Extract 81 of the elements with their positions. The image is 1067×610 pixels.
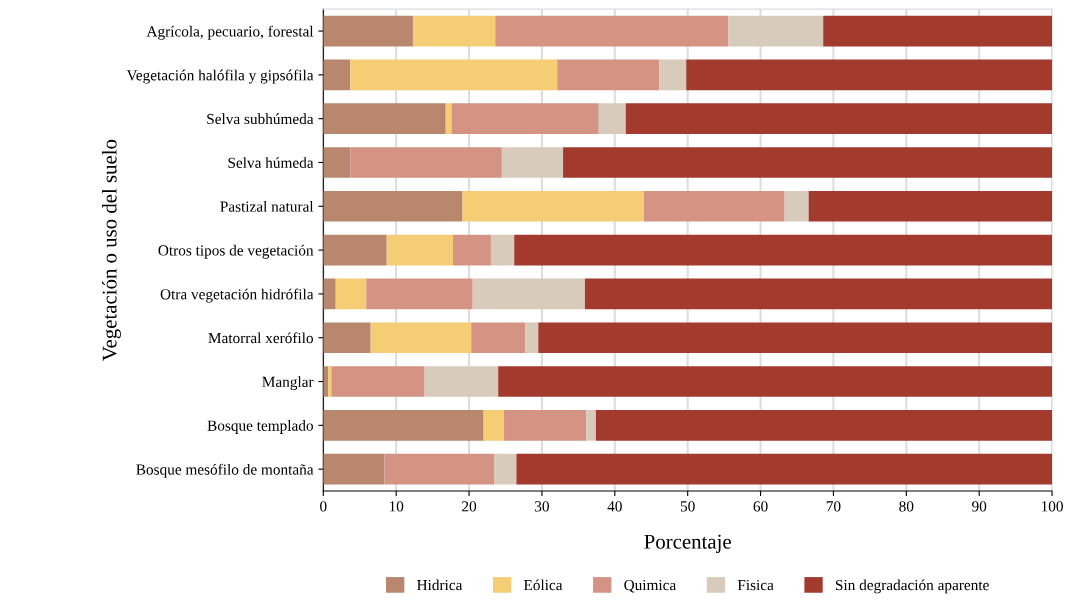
x-tick-label: 40 bbox=[607, 501, 622, 512]
bar bbox=[323, 234, 387, 266]
bar bbox=[490, 234, 515, 266]
bar bbox=[323, 147, 351, 178]
x-tick-label: 80 bbox=[899, 501, 914, 512]
bar bbox=[472, 278, 585, 310]
bar bbox=[728, 15, 824, 47]
x-axis-title: Porcentaje bbox=[644, 534, 731, 553]
bar bbox=[445, 103, 452, 135]
legend-label: Quimica bbox=[624, 579, 677, 593]
bar bbox=[323, 410, 484, 441]
bar bbox=[525, 322, 539, 354]
bar bbox=[386, 234, 454, 266]
legend-label: Eólica bbox=[523, 579, 563, 591]
y-tick-label: Otros tipos de vegetación bbox=[158, 244, 314, 259]
bar bbox=[323, 103, 446, 135]
bar bbox=[595, 410, 1053, 441]
bar bbox=[538, 322, 1053, 354]
bar bbox=[808, 190, 1053, 222]
bar bbox=[516, 453, 1053, 485]
y-tick-label: Matorral xerófilo bbox=[208, 332, 313, 344]
y-tick-label: Agrícola, pecuario, forestal bbox=[146, 25, 314, 40]
bar bbox=[514, 234, 1053, 266]
bar bbox=[784, 190, 809, 222]
bar bbox=[366, 278, 473, 310]
bar bbox=[350, 59, 558, 91]
legend-label: Sin degradación aparente bbox=[835, 579, 989, 594]
bar bbox=[350, 147, 502, 178]
x-tick-label: 100 bbox=[1041, 501, 1063, 512]
bar bbox=[323, 59, 351, 91]
bar bbox=[462, 190, 644, 222]
legend-label: Fisica bbox=[737, 579, 774, 591]
bar bbox=[335, 278, 367, 310]
x-tick-label: 20 bbox=[462, 501, 477, 512]
bar bbox=[504, 410, 587, 441]
bar bbox=[323, 278, 336, 310]
y-axis-title: Vegetación o uso del suelo bbox=[101, 139, 121, 361]
x-tick-label: 50 bbox=[680, 501, 695, 512]
bar bbox=[328, 366, 332, 397]
bar bbox=[686, 59, 1053, 91]
bar bbox=[483, 410, 505, 441]
bar bbox=[643, 190, 785, 222]
y-tick-label: Otra vegetación hidrófila bbox=[160, 288, 314, 303]
bar bbox=[563, 147, 1053, 178]
bar bbox=[586, 410, 596, 441]
y-tick-label: Selva húmeda bbox=[228, 157, 314, 168]
bar bbox=[323, 453, 385, 485]
bar bbox=[453, 234, 491, 266]
bar bbox=[598, 103, 626, 135]
bar bbox=[495, 15, 729, 47]
bar bbox=[424, 366, 499, 397]
bar bbox=[625, 103, 1053, 135]
y-tick-label: Bosque mesófilo de montaña bbox=[136, 463, 314, 478]
bar bbox=[659, 59, 687, 91]
bar bbox=[384, 453, 495, 485]
y-tick-label: Selva subhúmeda bbox=[207, 113, 314, 125]
bar bbox=[471, 322, 526, 354]
bar bbox=[412, 15, 496, 47]
bar bbox=[584, 278, 1053, 310]
x-tick-label: 60 bbox=[753, 501, 768, 512]
bar bbox=[451, 103, 599, 135]
bar bbox=[331, 366, 425, 397]
bar bbox=[323, 322, 371, 354]
x-tick-label: 70 bbox=[826, 501, 841, 512]
bar bbox=[494, 453, 517, 485]
bar bbox=[323, 190, 463, 222]
bar bbox=[498, 366, 1053, 397]
y-tick-label: Bosque templado bbox=[207, 420, 313, 434]
bar bbox=[501, 147, 564, 178]
y-tick-label: Vegetación halófila y gipsófila bbox=[126, 69, 314, 84]
y-tick-label: Manglar bbox=[262, 376, 314, 391]
bar bbox=[557, 59, 660, 91]
x-tick-label: 30 bbox=[535, 501, 549, 512]
x-tick-label: 0 bbox=[320, 501, 327, 512]
legend-label: Hidrica bbox=[417, 579, 463, 591]
x-tick-label: 10 bbox=[389, 501, 404, 512]
bar bbox=[370, 322, 472, 354]
y-tick-label: Pastizal natural bbox=[220, 200, 314, 212]
bar bbox=[823, 15, 1053, 47]
bar bbox=[323, 15, 413, 47]
x-tick-label: 90 bbox=[972, 501, 987, 512]
